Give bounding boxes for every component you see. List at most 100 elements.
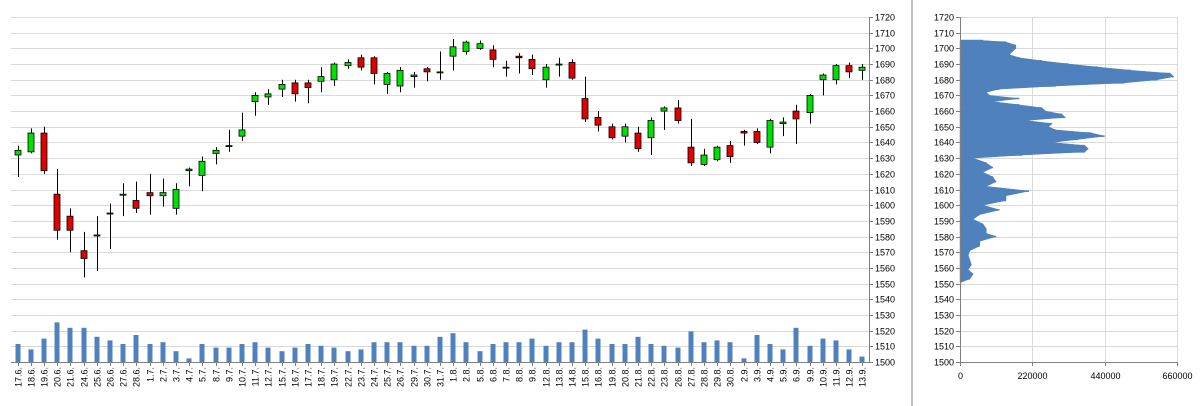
volume-bar	[107, 340, 113, 362]
date-tick-label: 8.7.	[212, 367, 222, 382]
date-tick-label: 24.7.	[370, 367, 380, 387]
date-tick-label: 29.8.	[713, 367, 723, 387]
candle-down	[515, 55, 523, 59]
candle-down	[370, 57, 378, 74]
candle-up	[819, 74, 827, 81]
candle-up	[858, 66, 866, 71]
volume-bar	[780, 349, 786, 362]
candle-up	[542, 66, 550, 81]
price-tick-label: 1580	[875, 233, 895, 243]
candle-up	[700, 154, 708, 165]
candle-up	[278, 84, 286, 90]
date-tick-label: 31.7.	[436, 367, 446, 387]
candle-up	[476, 43, 484, 49]
date-tick-label: 10.7.	[238, 367, 248, 387]
candle-down	[423, 68, 431, 73]
candle-up	[396, 69, 404, 87]
price-tick-label: 1710	[875, 29, 895, 39]
date-tick-label: 24.6.	[80, 367, 90, 387]
price-tick-label: 1680	[875, 76, 895, 86]
candle-down	[53, 193, 61, 231]
price-tick-label: 1590	[875, 217, 895, 227]
candle-up	[317, 76, 325, 82]
profile-price-tick-label: 1540	[934, 295, 954, 305]
volume-bar	[529, 338, 535, 362]
volume-bar	[147, 344, 153, 362]
candle-up	[621, 126, 629, 137]
price-tick-label: 1650	[875, 123, 895, 133]
date-tick-label: 15.7.	[278, 367, 288, 387]
volume-bar	[688, 331, 694, 362]
date-tick-label: 4.7.	[185, 367, 195, 382]
profile-price-tick-label: 1570	[934, 248, 954, 258]
volume-bar	[199, 344, 205, 362]
date-tick-label: 2.8.	[462, 367, 472, 382]
volume-bar	[81, 327, 87, 362]
volume-bar	[54, 322, 60, 362]
volume-bar	[133, 335, 139, 362]
candle-up	[555, 63, 563, 66]
price-tick-label: 1560	[875, 264, 895, 274]
candle-up	[185, 168, 193, 172]
date-tick-label: 10.9.	[819, 367, 829, 387]
date-tick-label: 6.9.	[792, 367, 802, 382]
date-tick-label: 11.9.	[832, 367, 842, 386]
profile-price-tick-label: 1690	[934, 60, 954, 70]
volume-bar	[345, 351, 351, 362]
date-tick-label: 4.9.	[766, 367, 776, 382]
volume-bar	[635, 336, 641, 362]
candle-down	[674, 107, 682, 121]
date-tick-label: 5.9.	[779, 367, 789, 382]
candle-up	[27, 132, 35, 153]
volume-bar	[622, 344, 628, 362]
volume-bar	[582, 329, 588, 362]
price-tick-label: 1720	[875, 13, 895, 23]
volume-bar	[609, 344, 615, 362]
volume-bar	[543, 345, 549, 362]
candle-up	[344, 62, 352, 67]
price-tick-label: 1620	[875, 170, 895, 180]
date-tick-label: 11.7.	[251, 367, 261, 386]
date-tick-label: 1.7.	[146, 367, 156, 382]
candle-up	[159, 192, 167, 197]
date-tick-label: 19.6.	[40, 367, 50, 387]
volume-bar	[595, 338, 601, 362]
candle-up	[264, 93, 272, 98]
candle-up	[449, 46, 457, 57]
volume-bar	[279, 351, 285, 362]
profile-price-tick-label: 1700	[934, 44, 954, 54]
date-tick-label: 25.6.	[93, 367, 103, 387]
candle-down	[608, 126, 616, 139]
volume-bar	[411, 345, 417, 362]
volume-bar	[556, 342, 562, 362]
volume-bar	[292, 347, 298, 362]
volume-bar	[701, 342, 707, 362]
volume-bar	[41, 338, 47, 362]
date-tick-label: 3.7.	[172, 367, 182, 382]
candle-up	[225, 145, 233, 147]
volume-bar	[807, 345, 813, 362]
volume-bar	[661, 345, 667, 362]
profile-price-tick-label: 1500	[934, 358, 954, 368]
date-tick-label: 15.8.	[581, 367, 591, 387]
date-tick-label: 23.8.	[660, 367, 670, 387]
candle-down	[66, 215, 74, 231]
date-tick-label: 25.7.	[383, 367, 393, 387]
price-tick-label: 1530	[875, 311, 895, 321]
date-tick-label: 17.7.	[304, 367, 314, 387]
price-tick-label: 1500	[875, 358, 895, 368]
volume-bar	[120, 344, 126, 362]
profile-volume-tick-label: 440000	[1090, 371, 1120, 381]
profile-price-tick-label: 1620	[934, 170, 954, 180]
candle-up	[212, 149, 220, 154]
volume-bar	[318, 345, 324, 362]
price-tick-label: 1670	[875, 91, 895, 101]
candle-up	[462, 41, 470, 52]
candle-down	[740, 131, 748, 134]
candle-down	[594, 116, 602, 126]
price-tick-label: 1690	[875, 60, 895, 70]
volume-bar	[741, 358, 747, 362]
profile-price-tick-label: 1710	[934, 29, 954, 39]
profile-price-tick-label: 1510	[934, 342, 954, 352]
volume-bar	[384, 342, 390, 362]
